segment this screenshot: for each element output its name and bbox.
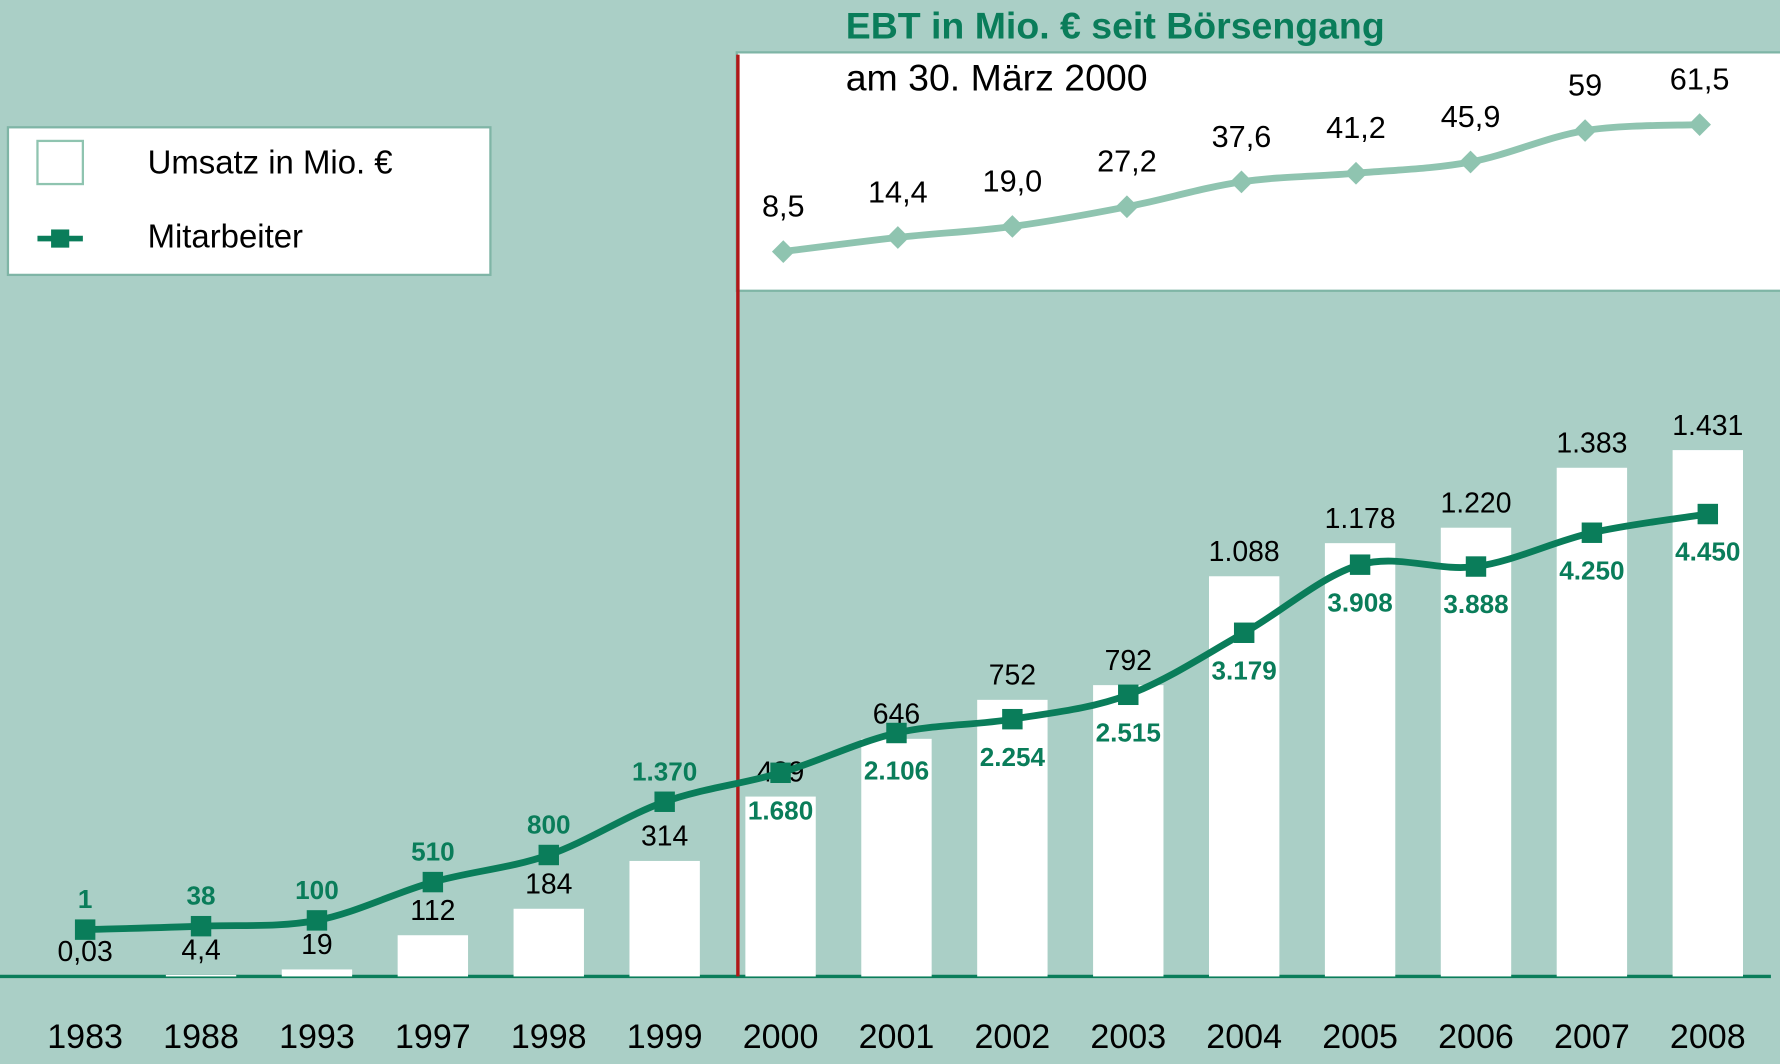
- x-tick-label: 2008: [1670, 1018, 1746, 1056]
- marker: [1465, 556, 1487, 577]
- legend-marker: [51, 229, 70, 248]
- bar: [1440, 527, 1512, 977]
- marker: [654, 791, 675, 812]
- bar: [397, 935, 469, 977]
- data-label: 1.370: [632, 756, 697, 786]
- x-tick-label: 2001: [859, 1018, 935, 1056]
- marker: [1349, 554, 1371, 575]
- inset-subtitle: am 30. März 2000: [846, 57, 1148, 99]
- bar-label: 112: [410, 895, 455, 927]
- inset-title: EBT in Mio. € seit Börsengang: [846, 4, 1385, 46]
- bar-label: 752: [989, 660, 1036, 692]
- bar-label: 4,4: [181, 935, 220, 967]
- legend-box: [6, 126, 492, 277]
- bar-label: 1.431: [1672, 410, 1743, 442]
- bar: [513, 908, 584, 977]
- bar: [629, 860, 700, 977]
- data-label: 37,6: [1212, 120, 1272, 154]
- marker: [1233, 622, 1255, 643]
- bar-label: 1.178: [1325, 503, 1396, 535]
- bar: [1672, 450, 1743, 977]
- data-label: 2.515: [1096, 717, 1161, 747]
- x-tick-label: 2002: [975, 1018, 1051, 1056]
- x-tick-label: 1997: [395, 1018, 471, 1056]
- data-label: 2.254: [980, 742, 1046, 772]
- bar-label: 184: [525, 869, 572, 901]
- x-tick-label: 2003: [1090, 1018, 1166, 1056]
- x-tick-label: 2000: [743, 1018, 819, 1056]
- data-label: 3.179: [1212, 655, 1277, 685]
- marker: [886, 722, 907, 744]
- marker: [1230, 170, 1253, 194]
- data-label: 27,2: [1097, 145, 1157, 179]
- data-label: 1.680: [748, 795, 813, 825]
- x-tick-label: 1998: [511, 1018, 587, 1056]
- data-label: 14,4: [868, 175, 928, 209]
- marker: [1002, 708, 1023, 730]
- marker: [1697, 503, 1719, 525]
- marker: [538, 844, 559, 866]
- bar: [977, 699, 1048, 977]
- bar: [745, 796, 816, 977]
- data-label: 1: [78, 884, 93, 914]
- x-tick-label: 2004: [1206, 1018, 1282, 1056]
- data-label: 19,0: [983, 164, 1043, 198]
- marker: [1115, 195, 1139, 219]
- bar: [165, 974, 237, 977]
- legend-swatch: [36, 139, 85, 186]
- x-tick-label: 1983: [47, 1018, 123, 1056]
- inset-box: [735, 51, 1780, 292]
- marker: [422, 871, 444, 893]
- bar-label: 792: [1105, 645, 1152, 677]
- bar-label: 1.383: [1556, 428, 1627, 460]
- x-tick-label: 2005: [1322, 1018, 1398, 1056]
- data-label: 3.908: [1327, 587, 1392, 617]
- data-label: 3.888: [1443, 589, 1508, 619]
- data-label: 800: [527, 810, 571, 840]
- bar-label: 1.220: [1440, 488, 1511, 520]
- marker: [770, 762, 791, 784]
- marker: [1118, 684, 1139, 706]
- x-tick-label: 1988: [163, 1018, 239, 1056]
- data-label: 59: [1568, 69, 1602, 103]
- marker: [771, 240, 795, 263]
- marker: [74, 919, 96, 940]
- marker: [306, 910, 328, 931]
- data-label: 510: [411, 837, 455, 867]
- data-label: 41,2: [1326, 111, 1386, 145]
- x-tick-label: 1993: [279, 1018, 355, 1056]
- marker: [190, 915, 212, 937]
- data-label: 4.250: [1559, 555, 1624, 585]
- legend-label: Umsatz in Mio. €: [148, 143, 393, 180]
- bar: [861, 738, 932, 977]
- data-label: 38: [187, 881, 216, 911]
- data-label: 4.450: [1675, 537, 1740, 567]
- bar-label: 0,03: [58, 936, 113, 968]
- legend-label: Mitarbeiter: [148, 217, 303, 254]
- marker: [886, 226, 910, 249]
- data-label: 8,5: [762, 190, 805, 224]
- x-tick-label: 2007: [1554, 1018, 1630, 1056]
- data-label: 100: [295, 875, 339, 905]
- data-label: 2.106: [864, 756, 929, 786]
- marker: [1688, 113, 1711, 136]
- marker: [1001, 215, 1024, 238]
- data-label: 45,9: [1441, 100, 1501, 134]
- bar-label: 1.088: [1209, 536, 1280, 568]
- bar: [1093, 685, 1164, 977]
- marker: [1459, 150, 1482, 174]
- bar: [281, 969, 353, 977]
- bar-label: 19: [301, 929, 333, 961]
- data-label: 61,5: [1670, 63, 1730, 97]
- marker: [1573, 119, 1597, 142]
- bar-label: 314: [641, 821, 688, 853]
- x-tick-label: 2006: [1438, 1018, 1514, 1056]
- bar: [1324, 543, 1396, 977]
- x-tick-label: 1999: [627, 1018, 703, 1056]
- marker: [1581, 522, 1603, 543]
- marker: [1344, 161, 1368, 185]
- bar: [1556, 467, 1628, 977]
